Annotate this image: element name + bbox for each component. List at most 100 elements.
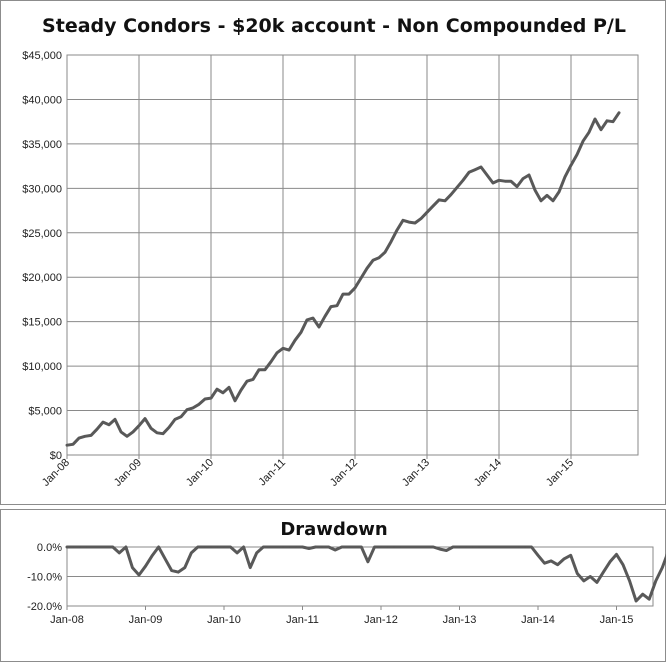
drawdown-chart-data-point bbox=[99, 546, 101, 548]
pl-chart-data-point bbox=[456, 186, 458, 188]
pl-chart-y-tick-label: $45,000 bbox=[22, 50, 62, 62]
drawdown-chart-data-point bbox=[308, 547, 310, 550]
drawdown-chart-data-point bbox=[243, 546, 245, 548]
drawdown-chart-data-point bbox=[589, 575, 591, 578]
drawdown-chart-data-point bbox=[504, 546, 506, 548]
pl-chart-data-point bbox=[114, 418, 116, 420]
pl-chart-data-point bbox=[414, 222, 416, 224]
drawdown-chart-data-point bbox=[223, 546, 225, 548]
drawdown-chart-data-point bbox=[400, 546, 402, 548]
pl-chart-data-point bbox=[180, 416, 182, 418]
drawdown-chart-data-point bbox=[86, 546, 88, 548]
drawdown-chart-data-point bbox=[543, 562, 546, 564]
pl-chart-data-point bbox=[402, 219, 404, 221]
pl-chart-y-tick-label: $30,000 bbox=[22, 183, 62, 195]
pl-chart-data-point bbox=[228, 386, 230, 388]
pl-chart-data-point bbox=[462, 179, 464, 181]
drawdown-chart-data-point bbox=[602, 571, 605, 573]
drawdown-chart-y-tick-label: 0.0% bbox=[37, 542, 62, 554]
pl-chart-x-axis-labels: Jan-08 Jan-09 Jan-10 Jan-11 Jan-12 Jan-13 Jan-… bbox=[40, 457, 576, 489]
drawdown-chart-data-point bbox=[112, 546, 114, 548]
drawdown-chart-series bbox=[65, 545, 666, 603]
pl-chart-data-point bbox=[558, 191, 560, 193]
pl-chart-data-point bbox=[606, 120, 608, 122]
drawdown-chart-data-point bbox=[439, 548, 441, 550]
pl-chart-data-point bbox=[234, 400, 236, 402]
pl-chart: Steady Condors - $20k account - Non Comp… bbox=[22, 15, 639, 489]
drawdown-chart-data-point bbox=[203, 546, 205, 548]
drawdown-chart-data-point bbox=[236, 552, 238, 554]
drawdown-chart-data-point bbox=[262, 546, 264, 548]
drawdown-chart-data-point bbox=[249, 567, 251, 569]
drawdown-chart-data-point bbox=[478, 546, 480, 548]
pl-chart-y-tick-label: $0 bbox=[50, 450, 62, 462]
drawdown-chart-data-point bbox=[328, 546, 330, 548]
drawdown-chart-data-point bbox=[341, 546, 343, 548]
drawdown-chart-x-tick-label: Jan-14 bbox=[521, 614, 555, 626]
drawdown-chart-data-point bbox=[72, 546, 75, 548]
drawdown-chart-data-point bbox=[491, 546, 493, 548]
pl-chart-data-point bbox=[534, 189, 536, 191]
pl-chart-data-point bbox=[258, 369, 260, 371]
drawdown-chart-data-point bbox=[171, 570, 173, 572]
pl-chart-data-point bbox=[294, 339, 296, 341]
pl-chart-series bbox=[65, 111, 621, 447]
drawdown-chart-data-point bbox=[386, 546, 389, 548]
pl-chart-data-point bbox=[246, 380, 248, 382]
pl-chart-data-point bbox=[342, 293, 344, 295]
drawdown-chart-data-point bbox=[472, 546, 474, 548]
pl-chart-grid bbox=[66, 54, 639, 459]
drawdown-chart-data-point bbox=[79, 546, 81, 548]
pl-chart-y-tick-label: $25,000 bbox=[22, 228, 62, 240]
drawdown-chart-data-point bbox=[190, 552, 192, 554]
pl-chart-data-point bbox=[276, 352, 278, 354]
drawdown-chart-x-tick-label: Jan-09 bbox=[129, 614, 163, 626]
pl-chart-y-tick-label: $20,000 bbox=[22, 272, 62, 284]
drawdown-chart-data-point bbox=[184, 567, 186, 569]
pl-chart-data-point bbox=[504, 180, 506, 182]
pl-chart-y-tick-label: $35,000 bbox=[22, 139, 62, 151]
pl-chart-data-point bbox=[450, 194, 452, 196]
pl-chart-data-point bbox=[468, 171, 470, 173]
drawdown-chart-panel: Drawdown 0.0% -10.0% -20.0% Jan-08 Jan-09 Ja… bbox=[0, 509, 666, 662]
drawdown-chart-data-point bbox=[118, 552, 120, 554]
pl-chart-data-point bbox=[144, 418, 146, 420]
drawdown-chart-data-point bbox=[367, 561, 369, 563]
pl-chart-data-point bbox=[372, 259, 374, 261]
pl-chart-data-point bbox=[510, 180, 512, 182]
pl-chart-data-point bbox=[174, 418, 176, 420]
pl-chart-y-tick-label: $10,000 bbox=[22, 361, 62, 373]
pl-chart-y-axis-labels: $0 $5,000 $10,000 $15,000 $20,000 $25,000 $30,… bbox=[22, 50, 62, 462]
pl-chart-y-tick-label: $40,000 bbox=[22, 94, 62, 106]
drawdown-chart-data-point bbox=[295, 546, 297, 548]
drawdown-chart-data-point bbox=[426, 546, 428, 548]
pl-chart-data-point bbox=[552, 200, 554, 202]
drawdown-chart-title: Drawdown bbox=[280, 519, 387, 540]
drawdown-chart-data-point bbox=[583, 580, 585, 582]
pl-chart-data-point bbox=[354, 287, 356, 289]
drawdown-chart-data-point bbox=[537, 554, 539, 556]
pl-chart-data-point bbox=[360, 277, 362, 279]
drawdown-chart-data-point bbox=[629, 580, 631, 582]
drawdown-chart: Drawdown 0.0%-10.0%-20.0% Jan-08 Jan-09 Ja… bbox=[27, 519, 666, 626]
pl-chart-data-point bbox=[396, 229, 398, 231]
pl-chart-data-point bbox=[90, 434, 92, 436]
drawdown-chart-data-point bbox=[131, 567, 133, 569]
pl-chart-data-point bbox=[582, 140, 584, 142]
drawdown-chart-y-axis-labels: 0.0% -10.0% -20.0% bbox=[27, 542, 62, 613]
pl-chart-data-point bbox=[306, 319, 308, 321]
drawdown-chart-data-point bbox=[151, 555, 153, 557]
drawdown-chart-x-tick-label: Jan-15 bbox=[600, 614, 634, 626]
drawdown-chart-data-point bbox=[524, 546, 526, 548]
pl-chart-data-point bbox=[186, 409, 188, 411]
pl-chart-data-point bbox=[210, 397, 212, 399]
drawdown-chart-grid bbox=[66, 546, 654, 610]
pl-chart-data-point bbox=[426, 211, 428, 213]
drawdown-chart-data-point bbox=[530, 546, 533, 548]
pl-chart-data-point bbox=[168, 426, 170, 428]
drawdown-chart-data-point bbox=[275, 546, 277, 548]
pl-chart-data-point bbox=[564, 176, 566, 178]
pl-chart-data-point bbox=[390, 241, 392, 243]
pl-chart-data-point bbox=[420, 218, 422, 220]
drawdown-chart-data-point bbox=[256, 552, 258, 554]
